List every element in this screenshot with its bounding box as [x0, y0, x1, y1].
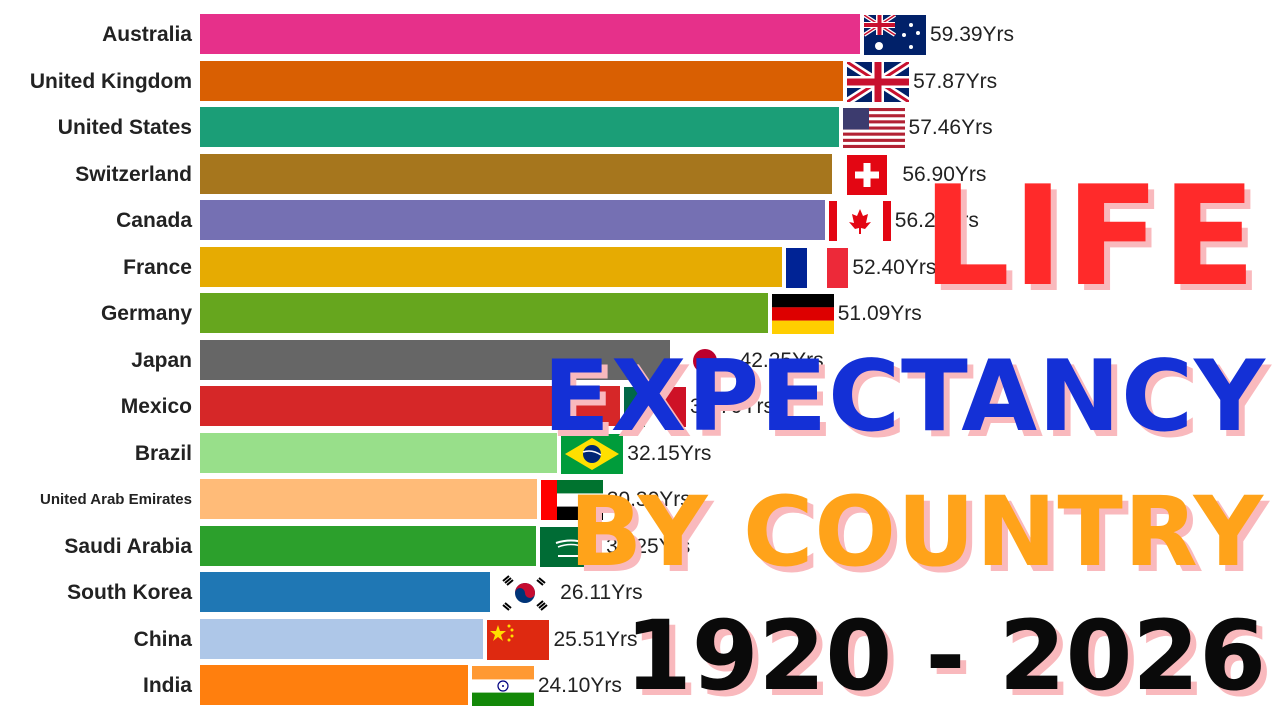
- value-label: 51.09Yrs: [837, 302, 922, 325]
- title-line-years: 1920 - 2026: [624, 600, 1266, 712]
- title-line-by-country: BY COUNTRY: [569, 476, 1264, 588]
- title-line-expectancy: EXPECTANCY: [542, 340, 1266, 454]
- chart-row: France 52.40Yrs: [0, 245, 1280, 291]
- category-label: United Kingdom: [29, 69, 192, 93]
- category-label: Switzerland: [75, 162, 192, 186]
- us-flag-icon: [842, 108, 905, 148]
- uae-flag-icon: [540, 480, 603, 520]
- chart-row: Mexico 37.79Yrs: [0, 384, 1280, 430]
- bar: [200, 14, 860, 54]
- value-label: 30.30Yrs: [606, 488, 691, 511]
- chart-row: United Kingdom 57.87Yrs: [0, 59, 1280, 105]
- chart-row: Germany 51.09Yrs: [0, 291, 1280, 337]
- category-label: Japan: [131, 348, 192, 372]
- value-label: 37.79Yrs: [689, 395, 775, 418]
- germany-flag-icon: [771, 294, 834, 334]
- saudi-arabia-flag-icon: [540, 526, 603, 567]
- bar: [200, 386, 620, 426]
- chart-row: Japan 42.25Yrs: [0, 338, 1280, 384]
- bar: [200, 339, 670, 380]
- australia-flag-icon: [864, 15, 926, 55]
- value-label: 56.90Yrs: [902, 162, 987, 186]
- chart-row: United States 57.46Yrs: [0, 105, 1280, 151]
- chart-row: India 24.10Yrs: [0, 663, 1280, 709]
- switzerland-flag-icon: [836, 154, 899, 195]
- bar: [200, 153, 833, 194]
- category-label: South Korea: [67, 581, 192, 604]
- category-label: France: [123, 255, 192, 279]
- chart-row: United Arab Emirates 30.30Yrs: [0, 477, 1280, 523]
- chart-row: Saudi Arabia 30.25Yrs: [0, 524, 1280, 570]
- value-label: 24.10Yrs: [537, 674, 622, 697]
- value-label: 32.15Yrs: [627, 441, 712, 465]
- title-line-life: LIFE: [922, 156, 1258, 317]
- china-flag-icon: [487, 619, 550, 660]
- category-label: Mexico: [120, 395, 192, 418]
- category-label: Saudi Arabia: [64, 534, 192, 558]
- value-label: 52.40Yrs: [852, 255, 937, 279]
- brazil-flag-icon: [561, 433, 624, 474]
- chart-row: South Korea 26.11Yrs: [0, 570, 1280, 616]
- bar: [200, 479, 537, 519]
- category-label: China: [133, 627, 192, 651]
- value-label: 30.25Yrs: [606, 534, 691, 558]
- bar: [200, 246, 783, 287]
- value-label: 25.51Yrs: [553, 627, 638, 651]
- bar: [200, 618, 484, 659]
- category-label: United Arab Emirates: [40, 491, 192, 508]
- chart-row: China 25.51Yrs: [0, 617, 1280, 663]
- chart-row: Canada 56.22Yrs: [0, 198, 1280, 244]
- category-label: India: [142, 674, 192, 697]
- category-label: Brazil: [134, 441, 192, 465]
- france-flag-icon: [786, 247, 849, 288]
- value-label: 26.11Yrs: [560, 581, 643, 604]
- bar: [200, 665, 468, 705]
- bar: [200, 293, 768, 333]
- bar: [200, 60, 844, 101]
- value-label: 56.22Yrs: [894, 209, 979, 232]
- india-flag-icon: [471, 666, 534, 706]
- value-label: 59.39Yrs: [930, 23, 1015, 46]
- south-korea-flag-icon: [494, 573, 557, 613]
- chart-row: Switzerland 56.90Yrs: [0, 152, 1280, 198]
- bar: [200, 432, 558, 473]
- chart-row: Brazil 32.15Yrs: [0, 431, 1280, 477]
- value-label: 57.46Yrs: [908, 116, 993, 139]
- canada-flag-icon: [828, 201, 891, 241]
- bar: [200, 525, 537, 566]
- japan-flag-icon: [673, 340, 736, 381]
- uk-flag-icon: [847, 61, 910, 102]
- category-label: Australia: [102, 23, 192, 46]
- value-label: 42.25Yrs: [739, 348, 824, 372]
- bar: [200, 572, 491, 612]
- value-label: 57.87Yrs: [913, 69, 998, 93]
- bar: [200, 200, 825, 240]
- category-label: United States: [57, 116, 192, 139]
- category-label: Germany: [100, 302, 192, 325]
- chart-row: Australia 59.39Yrs: [0, 12, 1280, 58]
- category-label: Canada: [116, 209, 192, 232]
- mexico-flag-icon: [623, 387, 686, 427]
- bar: [200, 107, 839, 147]
